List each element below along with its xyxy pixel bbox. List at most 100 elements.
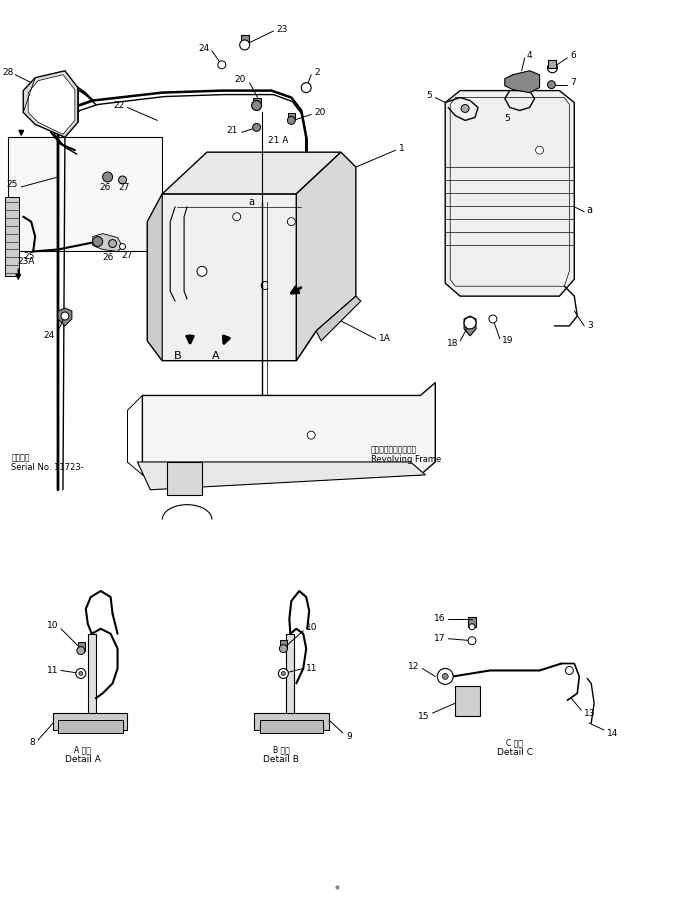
Bar [78, 642, 85, 651]
Text: 10: 10 [306, 624, 318, 633]
Text: 1: 1 [398, 143, 404, 152]
Text: 24: 24 [44, 331, 55, 341]
Text: 適用号機: 適用号機 [11, 454, 30, 463]
Text: 1A: 1A [379, 334, 390, 343]
Text: C 詳細: C 詳細 [506, 739, 523, 748]
Circle shape [279, 668, 288, 678]
Circle shape [77, 646, 85, 655]
Bar [288, 113, 295, 121]
Polygon shape [167, 462, 202, 495]
Bar [252, 98, 260, 106]
Polygon shape [446, 90, 574, 296]
Circle shape [76, 668, 85, 678]
Polygon shape [28, 75, 75, 134]
Circle shape [565, 666, 573, 675]
Text: B: B [174, 351, 182, 361]
Text: 17: 17 [433, 635, 446, 643]
Text: 22: 22 [113, 101, 125, 110]
Text: Detail C: Detail C [497, 749, 533, 758]
Text: 28: 28 [2, 68, 13, 78]
Text: 12: 12 [408, 662, 419, 671]
Circle shape [287, 117, 295, 124]
Text: 19: 19 [502, 336, 513, 345]
Text: 8: 8 [30, 739, 35, 748]
Circle shape [218, 61, 226, 68]
Circle shape [240, 40, 250, 50]
Text: 18: 18 [447, 340, 458, 348]
Text: Detail A: Detail A [65, 755, 101, 764]
Circle shape [108, 239, 116, 247]
Polygon shape [53, 713, 127, 730]
Polygon shape [260, 720, 323, 733]
Text: 2: 2 [314, 68, 320, 78]
Circle shape [489, 315, 497, 323]
Circle shape [468, 636, 476, 645]
Circle shape [536, 146, 544, 154]
Bar [548, 60, 557, 68]
Text: 11: 11 [46, 666, 58, 675]
Text: B 詳細: B 詳細 [273, 745, 290, 754]
Circle shape [61, 312, 69, 320]
Polygon shape [455, 687, 480, 716]
Polygon shape [464, 316, 476, 336]
Bar [281, 640, 287, 648]
Polygon shape [58, 720, 122, 733]
Text: 3: 3 [588, 321, 593, 331]
Circle shape [464, 317, 476, 329]
Text: 5: 5 [504, 114, 509, 123]
Text: C: C [259, 279, 268, 293]
Text: 25: 25 [24, 252, 34, 261]
Text: 27: 27 [119, 184, 130, 193]
Circle shape [287, 217, 295, 226]
Polygon shape [162, 152, 341, 194]
Bar [468, 617, 476, 627]
Circle shape [93, 236, 103, 247]
Circle shape [118, 176, 127, 184]
Polygon shape [254, 713, 329, 730]
Text: 20: 20 [234, 75, 246, 84]
Text: 16: 16 [433, 614, 446, 624]
Circle shape [281, 671, 285, 676]
Circle shape [197, 267, 207, 277]
Bar [241, 35, 248, 45]
Text: 21 A: 21 A [269, 136, 289, 145]
Bar [8, 137, 162, 251]
Text: 4: 4 [527, 51, 532, 60]
Text: 13: 13 [584, 708, 596, 718]
Text: 26: 26 [102, 253, 113, 262]
Circle shape [252, 100, 262, 110]
Circle shape [307, 431, 315, 439]
Text: A: A [212, 351, 219, 361]
Text: 24: 24 [199, 45, 210, 53]
Text: 6: 6 [570, 51, 576, 60]
Circle shape [461, 104, 469, 112]
Circle shape [548, 63, 557, 73]
Polygon shape [316, 296, 361, 341]
Circle shape [437, 668, 453, 685]
Polygon shape [505, 70, 540, 92]
Text: 25: 25 [6, 181, 17, 189]
Polygon shape [143, 383, 435, 475]
Circle shape [103, 172, 112, 182]
Polygon shape [93, 234, 122, 251]
Text: Detail B: Detail B [263, 755, 299, 764]
Polygon shape [24, 70, 78, 137]
Text: A 詳細: A 詳細 [75, 745, 92, 754]
Polygon shape [58, 308, 72, 326]
Circle shape [120, 244, 125, 249]
Circle shape [548, 80, 555, 89]
Text: 15: 15 [418, 711, 429, 720]
Text: Revolving Frame: Revolving Frame [371, 456, 441, 465]
Text: a: a [586, 205, 592, 215]
Polygon shape [137, 462, 425, 489]
Text: 23A: 23A [17, 257, 35, 266]
Text: 21: 21 [226, 126, 238, 135]
Text: 27: 27 [122, 251, 133, 260]
Polygon shape [147, 194, 162, 361]
Text: a: a [248, 197, 254, 207]
Polygon shape [296, 152, 356, 361]
Circle shape [79, 671, 83, 676]
Text: 14: 14 [607, 729, 618, 738]
Bar [286, 634, 294, 713]
Text: 7: 7 [570, 79, 576, 87]
